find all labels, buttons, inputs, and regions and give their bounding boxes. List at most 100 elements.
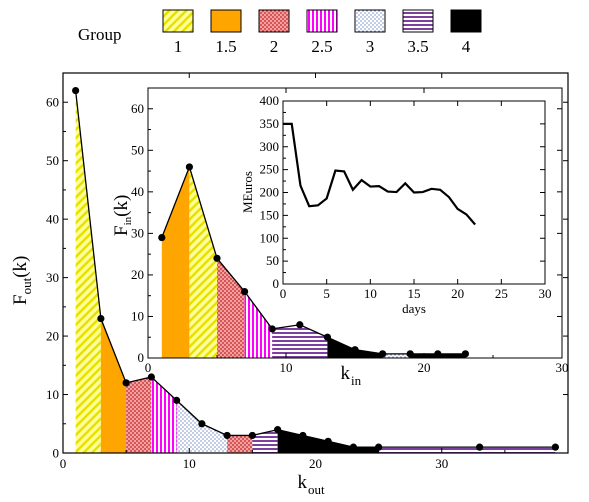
inset1-data-point [241,287,249,296]
main-data-point [122,379,130,387]
inset1-y-tick-label: 0 [138,350,145,365]
main-chart: 0 10 20 30 0 10 20 30 40 50 60 k out Fout(k) [10,72,569,497]
legend-label-1: 1 [174,37,183,56]
inset1-x-tick-label: 0 [145,360,152,375]
main-data-point [97,314,105,323]
legend-label-2-5: 2.5 [311,37,332,56]
main-data-point [349,443,357,451]
main-data-point [198,420,206,428]
main-data-point [375,443,383,451]
inset2-x-tick-label: 20 [451,286,464,301]
inset1-data-point [296,321,304,329]
legend: Group 1 1.5 2 2.5 3 3.5 4 [78,9,482,56]
inset-days-y-axis-title: MEuros [240,171,255,213]
legend-swatch-2 [258,9,290,33]
main-x-axis-title: k [298,472,308,493]
inset-days-x-axis-title: days [402,301,426,316]
main-data-point [223,431,231,440]
inset2-series-line [283,122,476,226]
inset1-data-point [351,346,359,354]
inset1-area-group-1 [189,166,217,358]
inset2-x-tick-label: 0 [280,286,287,301]
main-x-axis-subscript: out [308,482,325,497]
main-data-point [324,437,332,445]
inset1-y-tick-label: 20 [131,267,144,282]
main-data-point [72,86,80,95]
inset1-data-point [323,333,331,341]
main-data-point [476,443,484,451]
inset1-data-point [213,254,221,262]
inset1-y-tick-label: 60 [131,101,144,116]
main-area-group-1-5 [100,318,127,453]
inset1-data-point [158,233,166,242]
inset-days-chart: 0 5 10 15 20 25 30 0 50 100 150 200 250 300 350 400 da… [240,93,552,316]
inset2-y-tick-label: 200 [260,185,280,200]
main-y-axis-title: Fout(k) [10,256,34,305]
legend-swatch-3-5 [402,9,434,33]
main-y-axis-title-group: Fout(k) [10,256,34,305]
legend-swatch-4 [450,9,482,33]
inset1-area-group-4 [327,337,383,358]
inset-kin-x-axis-subscript: in [351,373,362,388]
main-area-group-3-5 [378,447,556,453]
main-data-point [147,373,155,381]
inset1-x-tick-label: 30 [556,360,569,375]
inset1-data-point [379,350,387,358]
inset1-data-point [434,350,442,358]
inset2-y-tick-label: 300 [260,139,280,154]
inset1-data-point [461,350,469,358]
inset2-x-tick-label: 15 [408,286,421,301]
main-data-point [299,431,307,440]
main-area-group-1 [75,90,101,454]
legend-label-1-5: 1.5 [215,37,236,56]
main-area-group-2 [126,377,152,453]
inset2-y-tick-label: 350 [260,116,280,131]
main-data-point [248,431,256,440]
legend-label-2: 2 [270,37,279,56]
inset1-data-point [268,325,276,333]
legend-label-3: 3 [366,37,375,56]
main-y-tick-label: 60 [46,95,59,110]
inset2-y-tick-label: 150 [260,207,280,222]
main-y-tick-label: 0 [53,445,60,460]
main-x-tick-label: 30 [435,456,448,471]
legend-swatch-1-5 [210,9,242,33]
inset1-y-tick-label: 10 [131,308,144,323]
inset1-area-group-2-5 [244,291,273,358]
inset2-y-tick-label: 250 [260,162,280,177]
inset1-area-group-3-5 [272,324,328,358]
main-x-tick-label: 10 [183,456,196,471]
inset2-x-tick-label: 25 [495,286,508,301]
legend-title: Group [78,25,121,44]
inset1-area-group-1-5 [161,166,190,358]
inset1-y-tick-label: 50 [131,142,144,157]
main-y-tick-label: 20 [46,328,59,343]
main-y-tick-label: 50 [46,153,59,168]
inset2-y-tick-label: 50 [266,253,279,268]
main-data-point [173,396,181,404]
main-area-group-2-5 [151,377,177,453]
main-y-tick-label: 10 [46,387,59,402]
main-x-tick-label: 0 [60,456,67,471]
inset2-x-tick-label: 10 [364,286,377,301]
legend-swatch-1 [162,9,194,33]
inset1-data-point [185,163,193,171]
legend-label-3-5: 3.5 [407,37,428,56]
inset1-area-group-3 [382,353,411,358]
inset2-y-tick-label: 400 [260,93,280,108]
inset1-y-tick-label: 30 [131,225,144,240]
main-y-tick-label: 40 [46,211,59,226]
inset1-series-line [161,164,466,355]
legend-label-4: 4 [462,37,471,56]
inset2-y-tick-label: 100 [260,230,280,245]
legend-swatch-2-5 [306,9,338,33]
legend-swatch-3 [354,9,386,33]
inset1-x-tick-label: 20 [418,360,431,375]
inset-kin-x-axis-title: k [341,363,351,384]
main-area-group-3-5 [252,429,278,453]
inset1-data-point [406,350,414,358]
main-y-tick-label: 30 [46,270,59,285]
inset-kin-y-axis-title: Fin(k) [111,195,134,236]
inset-kin-y-axis-title-group: Fin(k) [111,195,134,236]
